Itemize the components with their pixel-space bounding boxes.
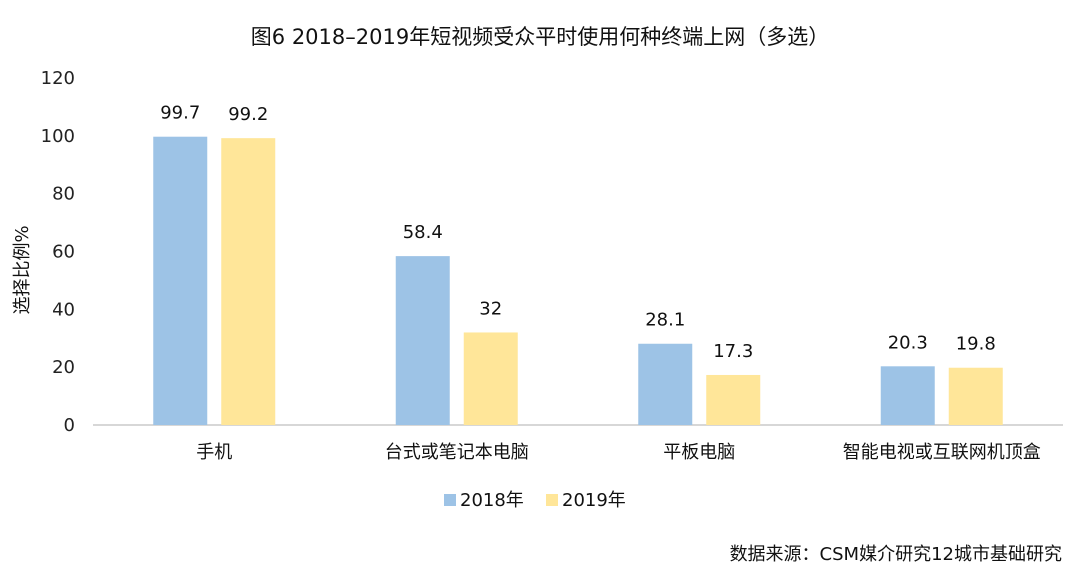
bar-2019年-平板电脑 [706, 374, 761, 425]
category-label: 平板电脑 [663, 442, 735, 463]
bar-2019年-手机 [221, 138, 276, 425]
y-tick-label: 80 [52, 184, 75, 205]
data-label: 28.1 [645, 310, 685, 331]
data-labels: 99.7 99.2 58.4 32 28.1 17.3 20.3 19.8 [160, 103, 996, 362]
bar-2018年-智能电视或互联网机顶盒 [880, 366, 935, 425]
data-label: 32 [479, 298, 502, 319]
data-label: 20.3 [888, 332, 928, 353]
y-tick-label: 20 [52, 357, 75, 378]
bar-2018年-台式或笔记本电脑 [395, 256, 450, 425]
y-tick-label: 60 [52, 242, 75, 263]
legend-label: 2019年 [562, 490, 626, 511]
bar-2019年-智能电视或互联网机顶盒 [948, 367, 1003, 425]
chart-title: 图6 2018–2019年短视频受众平时使用何种终端上网（多选） [251, 25, 829, 49]
data-label: 58.4 [403, 222, 443, 243]
data-label: 99.7 [160, 103, 200, 124]
y-tick-label: 40 [52, 299, 75, 320]
data-label: 19.8 [956, 334, 996, 355]
category-label: 智能电视或互联网机顶盒 [843, 442, 1041, 463]
legend-swatch [444, 494, 456, 506]
data-label: 99.2 [228, 104, 268, 125]
data-label: 17.3 [713, 341, 753, 362]
source-note: 数据来源：CSM媒介研究12城市基础研究 [730, 544, 1062, 565]
bar-2018年-平板电脑 [638, 343, 693, 425]
y-tick-label: 120 [41, 68, 75, 89]
y-tick-label: 0 [64, 415, 75, 436]
y-axis-label: 选择比例% [12, 225, 33, 314]
bars [153, 136, 1003, 425]
category-label: 台式或笔记本电脑 [385, 442, 529, 463]
category-label: 手机 [196, 442, 232, 463]
legend-label: 2018年 [460, 490, 524, 511]
legend: 2018年 2019年 [444, 490, 626, 511]
bar-2019年-台式或笔记本电脑 [463, 332, 518, 425]
y-tick-label: 100 [41, 126, 75, 147]
y-axis-ticks: 0 20 40 60 80 100 120 [41, 68, 75, 436]
bar-2018年-手机 [153, 136, 208, 425]
legend-swatch [546, 494, 558, 506]
category-labels: 手机 台式或笔记本电脑 平板电脑 智能电视或互联网机顶盒 [196, 442, 1041, 463]
